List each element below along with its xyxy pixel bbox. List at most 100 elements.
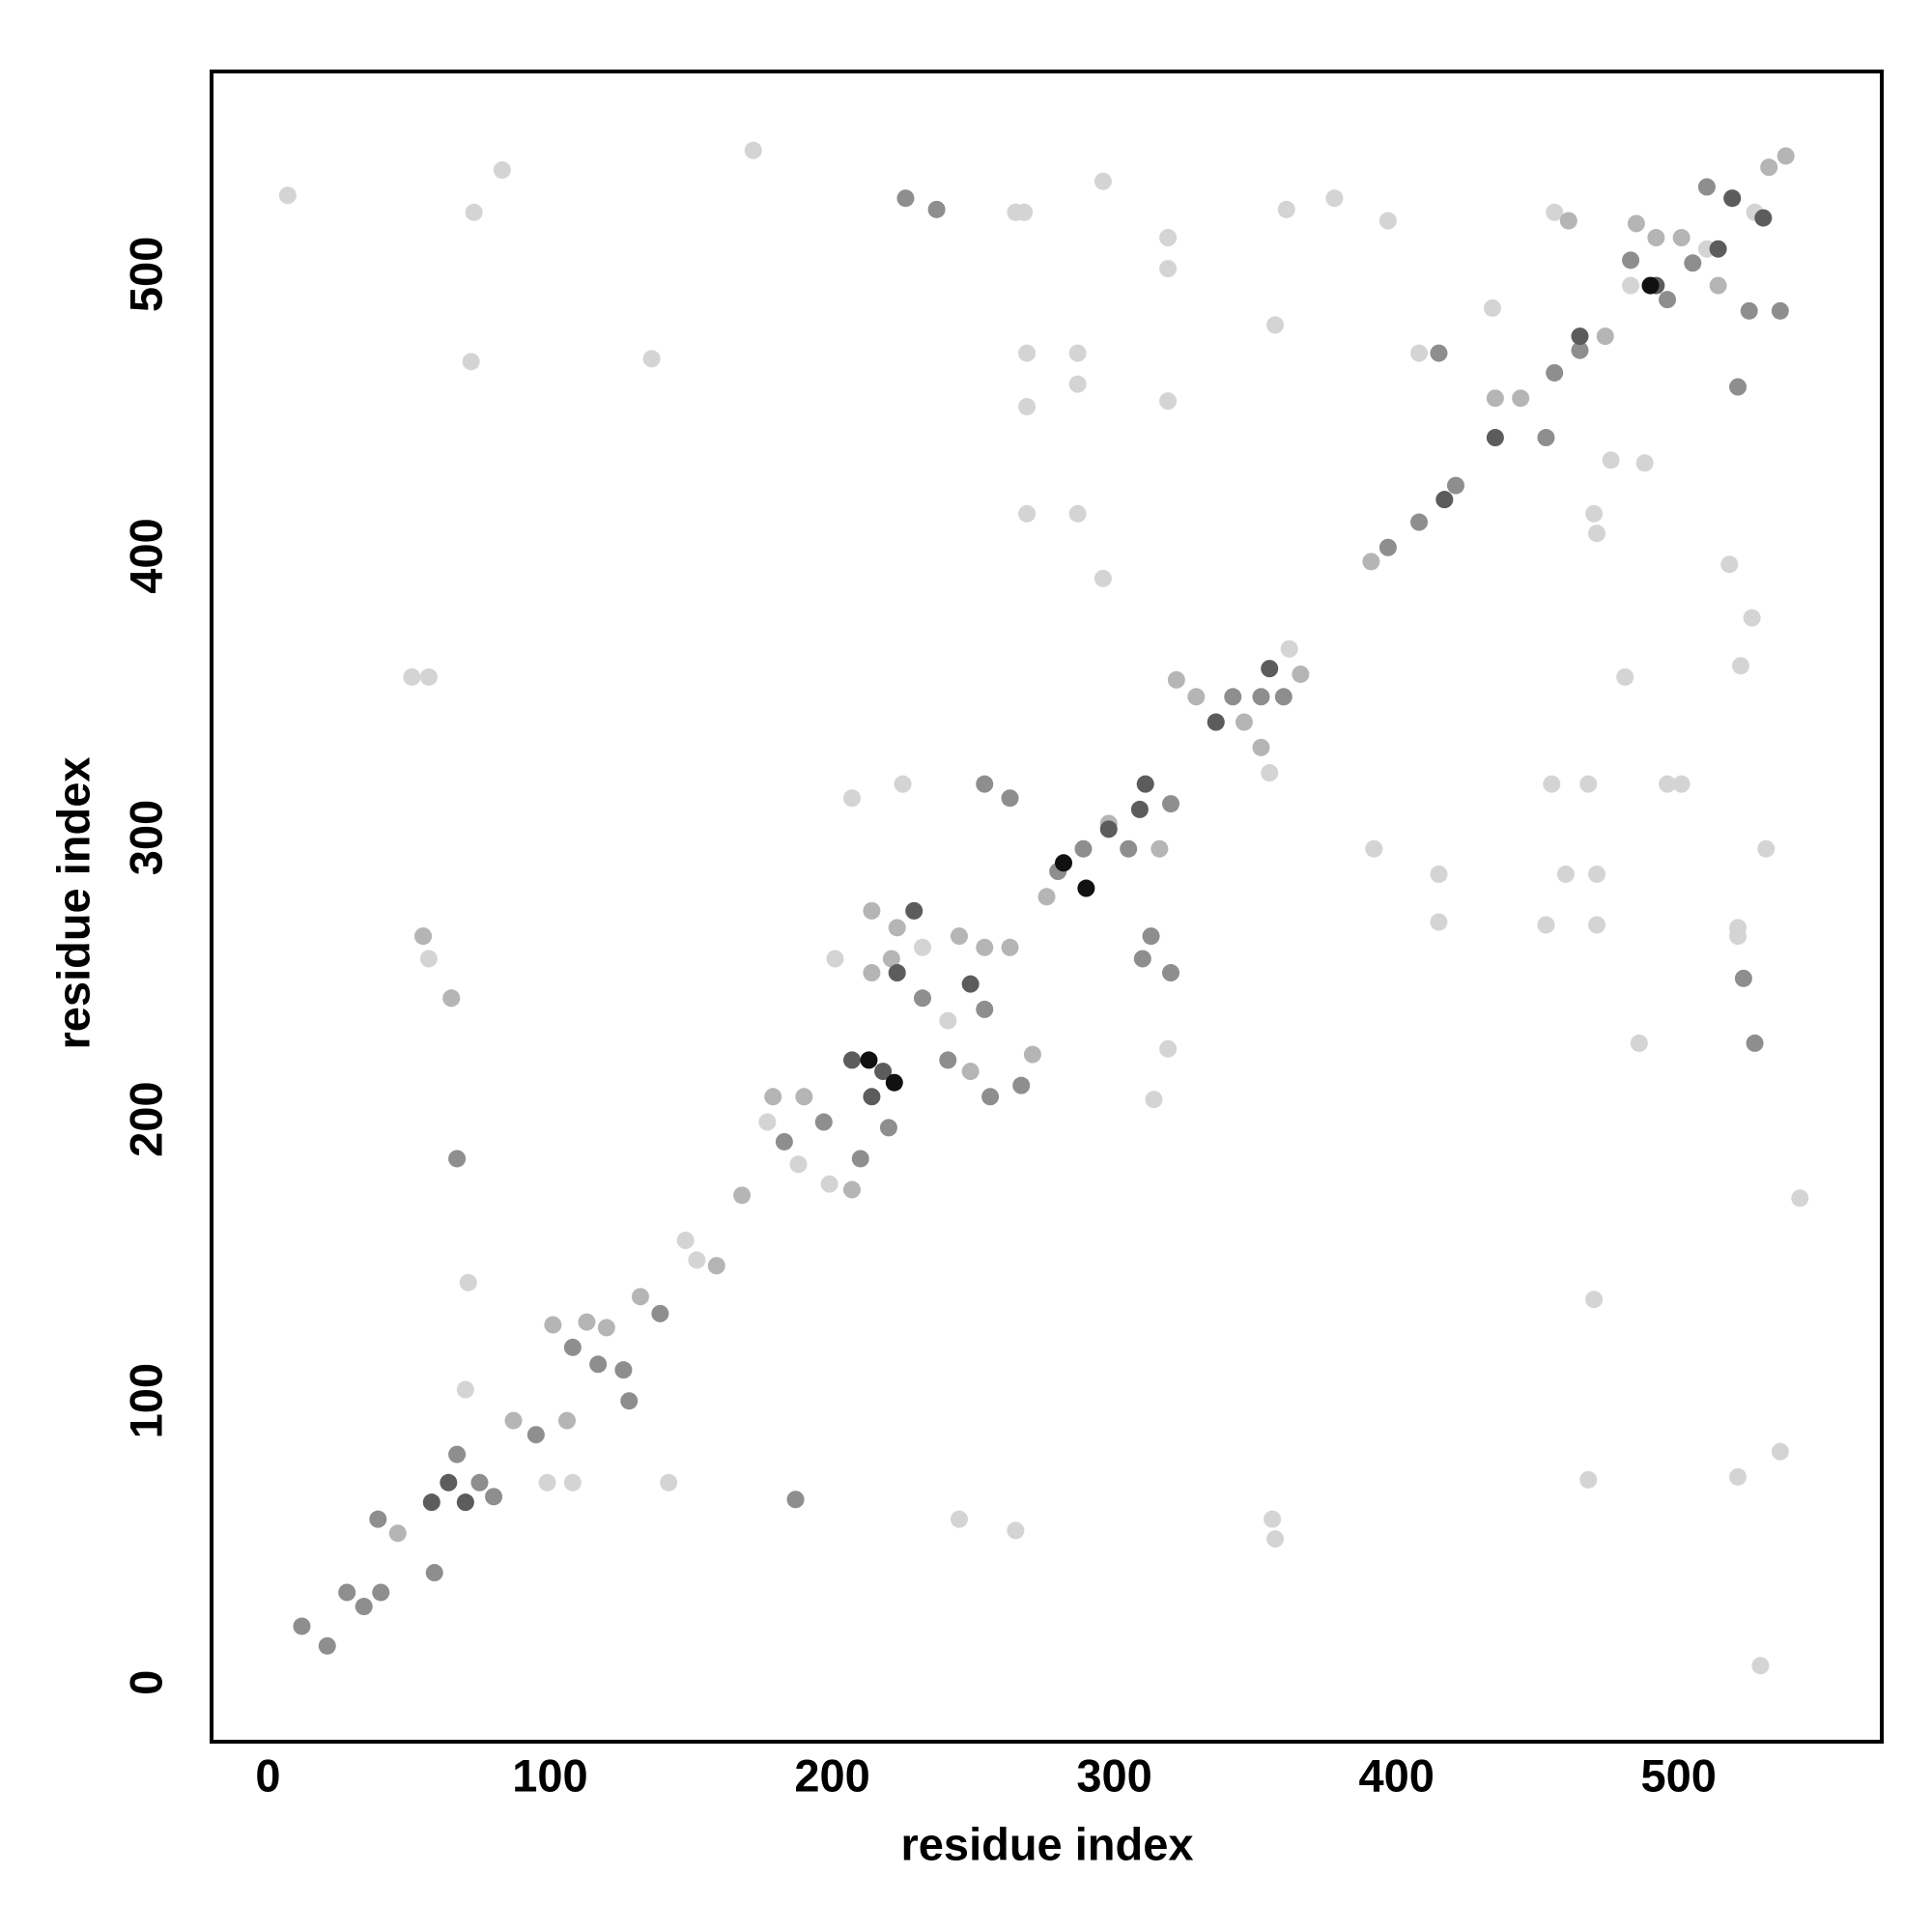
x-tick-label: 100 — [512, 1749, 587, 1801]
point — [1659, 775, 1677, 793]
y-tick-label: 0 — [120, 1670, 171, 1695]
point — [894, 775, 912, 793]
point — [563, 1338, 582, 1356]
point — [614, 1361, 633, 1379]
point — [842, 1051, 861, 1069]
point — [1274, 688, 1293, 706]
y-tick-label: 300 — [120, 800, 171, 875]
point — [1068, 344, 1087, 362]
point — [1546, 203, 1564, 221]
point — [578, 1313, 596, 1331]
point — [1734, 969, 1752, 987]
point — [676, 1232, 695, 1250]
point — [688, 1251, 706, 1269]
point — [775, 1132, 793, 1151]
point — [1571, 327, 1589, 346]
point — [1077, 879, 1095, 897]
point — [1159, 229, 1178, 247]
point — [1684, 254, 1702, 272]
point — [1751, 1657, 1770, 1675]
point — [470, 1473, 489, 1492]
point — [707, 1257, 725, 1275]
point — [1162, 795, 1180, 813]
point — [1776, 147, 1795, 165]
point — [318, 1636, 336, 1655]
point — [795, 1088, 813, 1106]
point — [1133, 950, 1151, 968]
point — [786, 1491, 805, 1509]
point — [1512, 389, 1530, 408]
point — [1167, 670, 1185, 689]
point — [1015, 203, 1034, 221]
point — [1543, 775, 1561, 793]
point — [1159, 260, 1178, 278]
point — [456, 1380, 474, 1399]
point — [851, 1150, 869, 1168]
point — [1537, 429, 1555, 447]
point — [913, 938, 931, 956]
point — [913, 989, 931, 1008]
point — [1099, 820, 1118, 838]
point — [1709, 276, 1727, 295]
point — [1130, 800, 1149, 818]
point — [1486, 389, 1504, 408]
point — [544, 1316, 562, 1334]
point — [896, 189, 915, 208]
point — [419, 668, 438, 686]
point — [1757, 839, 1776, 858]
point — [888, 919, 906, 937]
point — [597, 1319, 615, 1337]
point — [1647, 229, 1665, 247]
point — [372, 1583, 390, 1602]
point — [293, 1617, 311, 1635]
point — [1731, 657, 1749, 675]
point — [1641, 276, 1660, 295]
point — [448, 1150, 467, 1168]
point — [1264, 1510, 1282, 1528]
point — [1378, 212, 1397, 230]
point — [1720, 555, 1739, 574]
point — [1729, 927, 1747, 946]
point — [1235, 713, 1253, 731]
point — [939, 1011, 957, 1030]
point — [744, 141, 762, 159]
point — [278, 186, 297, 205]
point — [1162, 964, 1180, 982]
point — [1672, 229, 1690, 247]
point — [939, 1051, 957, 1069]
point — [1145, 1091, 1163, 1109]
point — [1159, 1039, 1178, 1058]
point — [1430, 865, 1448, 883]
point — [1556, 865, 1575, 883]
point — [1791, 1189, 1809, 1208]
x-axis-title: residue index — [901, 1818, 1194, 1869]
point — [355, 1598, 373, 1616]
x-tick-label: 0 — [255, 1749, 280, 1801]
point — [950, 927, 968, 946]
point — [403, 668, 421, 686]
point — [1709, 240, 1727, 258]
point — [1446, 476, 1464, 495]
point — [950, 1510, 968, 1528]
y-tick-label: 500 — [120, 237, 171, 312]
point — [563, 1473, 582, 1492]
x-tick-label: 400 — [1358, 1749, 1434, 1801]
point — [885, 1073, 903, 1092]
point — [557, 1411, 576, 1430]
point — [842, 1180, 861, 1199]
point — [1754, 209, 1773, 227]
point — [888, 964, 906, 982]
point — [1068, 375, 1087, 393]
point — [1410, 513, 1429, 531]
point — [961, 1063, 980, 1081]
point — [1378, 538, 1397, 556]
point — [448, 1445, 467, 1463]
point — [976, 938, 994, 956]
point — [1622, 251, 1640, 270]
point — [504, 1411, 523, 1430]
point — [1224, 688, 1242, 706]
point — [1602, 451, 1620, 469]
point — [1365, 839, 1383, 858]
point — [388, 1524, 407, 1543]
